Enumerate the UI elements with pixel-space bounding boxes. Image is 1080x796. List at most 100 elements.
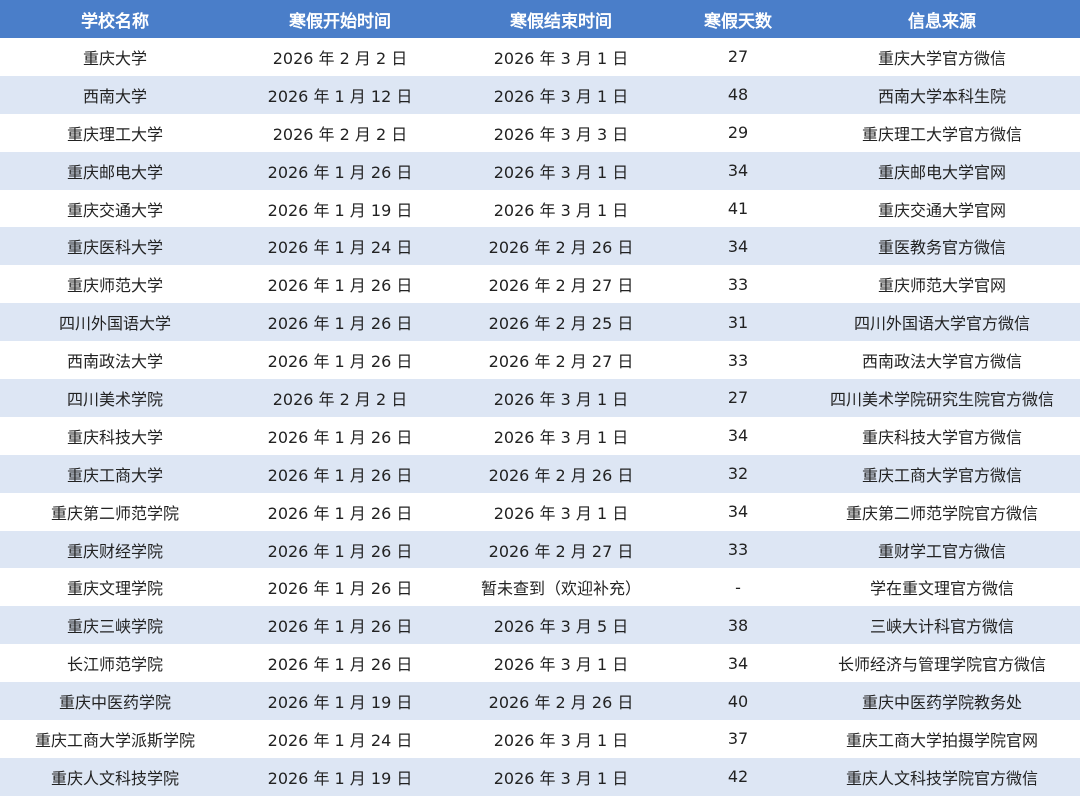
table-cell: 2026 年 1 月 26 日	[230, 644, 450, 683]
table-cell: 重庆人文科技学院官方微信	[804, 757, 1080, 796]
header-cell: 寒假开始时间	[230, 0, 450, 38]
table-cell: 重庆三峡学院	[0, 606, 230, 645]
table-row: 重庆人文科技学院 2026 年 1 月 19 日 2026 年 3 月 1 日 42 重…	[0, 757, 1080, 796]
table-cell: 2026 年 3 月 1 日	[450, 151, 672, 190]
table-cell: 29	[672, 113, 804, 152]
table-cell: 2026 年 1 月 24 日	[230, 227, 450, 266]
table-cell: 重庆人文科技学院	[0, 757, 230, 796]
table-cell: 重庆第二师范学院	[0, 492, 230, 531]
table-cell: 2026 年 1 月 24 日	[230, 720, 450, 758]
table-row: 重庆邮电大学 2026 年 1 月 26 日 2026 年 3 月 1 日 34 重庆邮…	[0, 151, 1080, 190]
table-cell: 2026 年 1 月 12 日	[230, 75, 450, 114]
table-cell: 33	[672, 265, 804, 304]
table-cell: 重庆邮电大学官网	[804, 151, 1080, 190]
table-cell: 2026 年 3 月 1 日	[450, 38, 672, 76]
table-cell: 32	[672, 454, 804, 493]
table-row: 重庆师范大学 2026 年 1 月 26 日 2026 年 2 月 27 日 33 重庆…	[0, 265, 1080, 304]
table-cell: 2026 年 1 月 19 日	[230, 757, 450, 796]
table-cell: 2026 年 1 月 19 日	[230, 682, 450, 721]
table-cell: 重庆交通大学	[0, 189, 230, 228]
table-cell: 重庆工商大学	[0, 454, 230, 493]
table-row: 重庆交通大学 2026 年 1 月 19 日 2026 年 3 月 1 日 41 重庆交…	[0, 189, 1080, 228]
table-cell: 42	[672, 757, 804, 796]
table-cell: 2026 年 3 月 1 日	[450, 757, 672, 796]
table-cell: 2026 年 2 月 27 日	[450, 530, 672, 569]
table-cell: 西南大学本科生院	[804, 75, 1080, 114]
header-cell: 寒假天数	[672, 0, 804, 38]
table-cell: 2026 年 1 月 26 日	[230, 303, 450, 342]
table-cell: 34	[672, 492, 804, 531]
table-cell: 2026 年 3 月 1 日	[450, 379, 672, 417]
table-cell: 27	[672, 379, 804, 417]
table-cell: 重庆中医药学院	[0, 682, 230, 721]
header-cell: 信息来源	[804, 0, 1080, 38]
table-row: 长江师范学院 2026 年 1 月 26 日 2026 年 3 月 1 日 34 长师经…	[0, 644, 1080, 683]
header-row: 学校名称 寒假开始时间 寒假结束时间 寒假天数 信息来源	[0, 0, 1080, 38]
table-cell: 2026 年 2 月 27 日	[450, 265, 672, 304]
table-cell: 2026 年 3 月 1 日	[450, 644, 672, 683]
table-cell: 2026 年 1 月 26 日	[230, 568, 450, 607]
table-cell: 四川外国语大学官方微信	[804, 303, 1080, 342]
table-row: 重庆医科大学 2026 年 1 月 24 日 2026 年 2 月 26 日 34 重医…	[0, 227, 1080, 266]
table-row: 重庆第二师范学院 2026 年 1 月 26 日 2026 年 3 月 1 日 34 重…	[0, 492, 1080, 531]
table-cell: 西南政法大学	[0, 341, 230, 380]
table-cell: 31	[672, 303, 804, 342]
table-cell: 重庆邮电大学	[0, 151, 230, 190]
table-cell: 2026 年 2 月 2 日	[230, 113, 450, 152]
table-cell: 34	[672, 151, 804, 190]
table-cell: 2026 年 1 月 26 日	[230, 416, 450, 455]
table-row: 四川外国语大学 2026 年 1 月 26 日 2026 年 2 月 25 日 31 四…	[0, 303, 1080, 342]
table-cell: 33	[672, 341, 804, 380]
table-cell: 2026 年 3 月 1 日	[450, 189, 672, 228]
table-cell: 38	[672, 606, 804, 645]
table-cell: 2026 年 3 月 5 日	[450, 606, 672, 645]
table-cell: 重庆中医药学院教务处	[804, 682, 1080, 721]
table-row: 重庆工商大学 2026 年 1 月 26 日 2026 年 2 月 26 日 32 重庆…	[0, 454, 1080, 493]
table-cell: 2026 年 1 月 19 日	[230, 189, 450, 228]
table-cell: 三峡大计科官方微信	[804, 606, 1080, 645]
table-cell: 2026 年 1 月 26 日	[230, 151, 450, 190]
table-row: 重庆大学 2026 年 2 月 2 日 2026 年 3 月 1 日 27 重庆大学官方…	[0, 38, 1080, 76]
table-cell: 34	[672, 644, 804, 683]
table-cell: 37	[672, 720, 804, 758]
table-cell: 重庆医科大学	[0, 227, 230, 266]
table-cell: 长师经济与管理学院官方微信	[804, 644, 1080, 683]
table-cell: 2026 年 1 月 26 日	[230, 606, 450, 645]
table-cell: 重庆工商大学拍摄学院官网	[804, 720, 1080, 758]
table-cell: 48	[672, 75, 804, 114]
table-cell: 34	[672, 416, 804, 455]
table-cell: 2026 年 1 月 26 日	[230, 454, 450, 493]
table-cell: 重庆财经学院	[0, 530, 230, 569]
table-cell: 重庆第二师范学院官方微信	[804, 492, 1080, 531]
table-cell: 四川美术学院研究生院官方微信	[804, 379, 1080, 417]
table-cell: 长江师范学院	[0, 644, 230, 683]
table-cell: 2026 年 1 月 26 日	[230, 492, 450, 531]
table-cell: 四川美术学院	[0, 379, 230, 417]
table-cell: 重财学工官方微信	[804, 530, 1080, 569]
table-cell: 暂未查到（欢迎补充）	[450, 568, 672, 607]
table-cell: 学在重文理官方微信	[804, 568, 1080, 607]
table-cell: 重庆交通大学官网	[804, 189, 1080, 228]
table-row: 重庆理工大学 2026 年 2 月 2 日 2026 年 3 月 3 日 29 重庆理工…	[0, 113, 1080, 152]
table-cell: 33	[672, 530, 804, 569]
table-body: 重庆大学 2026 年 2 月 2 日 2026 年 3 月 1 日 27 重庆大学官方…	[0, 38, 1080, 796]
table-cell: 2026 年 3 月 1 日	[450, 416, 672, 455]
table-row: 四川美术学院 2026 年 2 月 2 日 2026 年 3 月 1 日 27 四川美术…	[0, 379, 1080, 417]
table-row: 重庆三峡学院 2026 年 1 月 26 日 2026 年 3 月 5 日 38 三峡大…	[0, 606, 1080, 645]
table-cell: 重庆大学	[0, 38, 230, 76]
table-header: 学校名称 寒假开始时间 寒假结束时间 寒假天数 信息来源	[0, 0, 1080, 38]
table-cell: 2026 年 1 月 26 日	[230, 341, 450, 380]
table-cell: 2026 年 2 月 2 日	[230, 38, 450, 76]
table-cell: 2026 年 1 月 26 日	[230, 530, 450, 569]
table-cell: 重庆师范大学官网	[804, 265, 1080, 304]
table-cell: 重庆工商大学官方微信	[804, 454, 1080, 493]
table-cell: 重庆文理学院	[0, 568, 230, 607]
table-cell: 重庆师范大学	[0, 265, 230, 304]
table-cell: -	[672, 568, 804, 607]
table-cell: 40	[672, 682, 804, 721]
table-cell: 2026 年 3 月 3 日	[450, 113, 672, 152]
table-cell: 2026 年 3 月 1 日	[450, 720, 672, 758]
table-cell: 2026 年 2 月 26 日	[450, 682, 672, 721]
